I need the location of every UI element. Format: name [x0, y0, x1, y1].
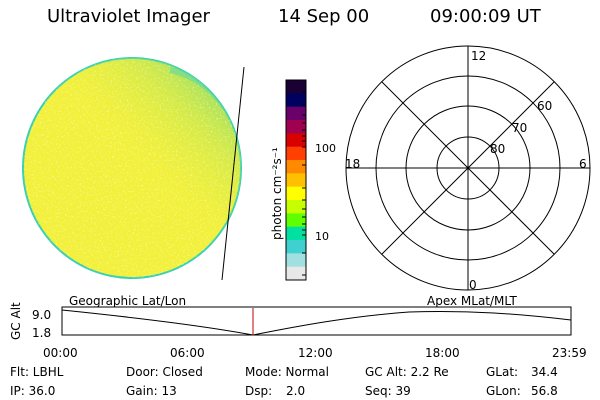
color-bar-unit-label: photon cm⁻²s⁻¹ [270, 147, 284, 240]
ip-status: IP: 36.0 [10, 384, 56, 398]
apex-label: Apex MLat/MLT [427, 294, 517, 308]
color-bar-tick-label: 100 [315, 142, 336, 155]
color-bar-swatch [286, 200, 306, 214]
color-bar-swatch [286, 133, 306, 148]
glat-value: 34.4 [531, 365, 558, 379]
lat-label-80: 80 [490, 142, 505, 156]
color-bar-swatch [286, 120, 306, 134]
color-bar-swatch [286, 186, 306, 201]
color-bar-swatch [286, 240, 306, 254]
color-bar-swatch [286, 146, 306, 161]
altitude-plot-frame [61, 306, 572, 336]
color-bar-ticks [302, 91, 306, 276]
color-bar-swatch [286, 93, 306, 108]
altitude-tick-high: 9.0 [32, 308, 52, 322]
mlt-label-left: 18 [345, 157, 360, 171]
terminator-line [221, 66, 245, 281]
mlt-label-bottom: 0 [469, 278, 477, 292]
dsp-label: Dsp: [245, 384, 273, 398]
mlt-label-right: 6 [579, 157, 587, 171]
color-bar [285, 79, 307, 281]
polar-diagonal [381, 81, 555, 255]
color-bar-tick-label: 10 [315, 230, 329, 243]
filter-status: Flt: LBHL [10, 365, 64, 379]
instrument-title: Ultraviolet Imager [47, 6, 210, 27]
color-bar-swatch [286, 266, 306, 281]
glon-value: 56.8 [531, 384, 558, 398]
lat-label-60: 60 [537, 99, 552, 113]
color-bar-swatch [286, 160, 306, 174]
altitude-axis-label: GC Alt [9, 302, 23, 340]
time-tick: 00:00 [43, 346, 78, 360]
gc-alt-status: GC Alt: 2.2 Re [365, 365, 449, 379]
color-bar-swatch [286, 106, 306, 121]
mlt-label-top: 12 [471, 49, 486, 63]
time-tick: 23:59 [552, 346, 587, 360]
time-label: 09:00:09 UT [430, 6, 541, 27]
mode-status: Mode: Normal [245, 365, 329, 379]
polar-grid [345, 45, 591, 291]
glon-label: GLon: [486, 384, 521, 398]
time-tick: 12:00 [298, 346, 333, 360]
color-bar-swatch [286, 213, 306, 228]
door-status: Door: Closed [126, 365, 203, 379]
lat-label-70: 70 [512, 121, 527, 135]
time-tick: 18:00 [425, 346, 460, 360]
altitude-tick-low: 1.8 [32, 326, 52, 340]
glat-label: GLat: [486, 365, 519, 379]
time-tick: 06:00 [170, 346, 205, 360]
earth-image [22, 57, 242, 279]
dsp-value: 2.0 [286, 384, 306, 398]
altitude-curve [61, 309, 572, 336]
color-bar-frame [285, 79, 307, 281]
date-label: 14 Sep 00 [278, 6, 370, 27]
color-bar-swatch [286, 253, 306, 268]
gain-status: Gain: 13 [126, 384, 177, 398]
seq-status: Seq: 39 [365, 384, 411, 398]
color-bar-swatch [286, 80, 306, 94]
color-bar-swatch [286, 226, 306, 241]
color-bar-swatch [286, 173, 306, 188]
geographic-label: Geographic Lat/Lon [69, 294, 187, 308]
